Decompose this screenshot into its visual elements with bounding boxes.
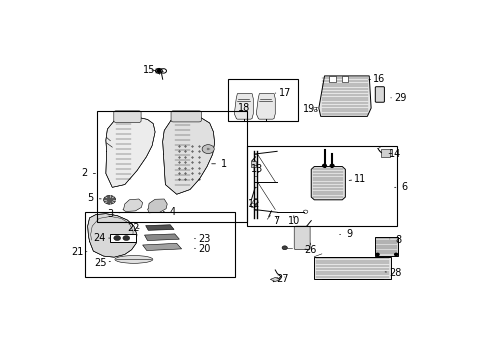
Polygon shape: [144, 234, 179, 240]
Text: 20: 20: [194, 244, 210, 254]
Text: 8: 8: [389, 235, 401, 245]
Text: 26: 26: [304, 245, 316, 255]
Circle shape: [202, 145, 214, 153]
Bar: [85, 212, 235, 276]
Text: 5: 5: [87, 193, 101, 203]
Text: 27: 27: [276, 274, 288, 284]
Text: 10: 10: [287, 216, 299, 226]
Text: 6: 6: [394, 183, 407, 192]
Bar: [374, 237, 398, 256]
Bar: [97, 111, 246, 222]
Polygon shape: [122, 199, 142, 211]
Text: 17: 17: [275, 88, 290, 98]
Bar: [227, 79, 297, 121]
Text: 21: 21: [71, 247, 87, 257]
FancyBboxPatch shape: [374, 87, 384, 102]
Circle shape: [375, 253, 378, 256]
Polygon shape: [145, 225, 174, 230]
Text: 28: 28: [385, 268, 401, 278]
Bar: [381, 149, 389, 157]
Bar: [341, 76, 347, 82]
Text: 13: 13: [250, 164, 263, 174]
Text: 19: 19: [302, 104, 314, 114]
Polygon shape: [234, 94, 253, 119]
Circle shape: [103, 195, 116, 204]
Polygon shape: [318, 76, 370, 116]
Text: 7: 7: [273, 216, 279, 226]
Text: 16: 16: [368, 74, 385, 84]
Polygon shape: [311, 167, 345, 200]
Circle shape: [157, 69, 161, 72]
Bar: [250, 161, 256, 167]
Text: 12: 12: [248, 199, 260, 209]
Bar: [329, 76, 335, 82]
Text: 14: 14: [387, 149, 400, 158]
Text: 25: 25: [94, 258, 110, 268]
Circle shape: [122, 235, 129, 240]
Text: 22: 22: [127, 222, 140, 233]
Text: 3: 3: [107, 209, 121, 219]
Circle shape: [394, 253, 397, 256]
Bar: [246, 146, 396, 226]
Text: 18: 18: [238, 103, 250, 113]
Polygon shape: [142, 243, 181, 251]
Polygon shape: [270, 278, 280, 282]
Text: 2: 2: [81, 168, 95, 179]
Polygon shape: [163, 116, 214, 194]
Text: 11: 11: [348, 174, 366, 184]
Text: 23: 23: [194, 234, 210, 244]
Bar: [109, 234, 136, 242]
Text: 15: 15: [142, 64, 155, 75]
Ellipse shape: [115, 256, 153, 263]
Circle shape: [282, 246, 287, 250]
Circle shape: [322, 164, 326, 167]
FancyBboxPatch shape: [294, 226, 309, 250]
Bar: [314, 257, 390, 279]
Circle shape: [329, 164, 333, 167]
Text: 9: 9: [339, 229, 351, 239]
Polygon shape: [256, 94, 275, 119]
Polygon shape: [87, 214, 137, 257]
Polygon shape: [105, 117, 155, 187]
FancyBboxPatch shape: [114, 111, 141, 122]
Polygon shape: [147, 199, 167, 213]
FancyBboxPatch shape: [171, 111, 201, 122]
Text: 4: 4: [163, 207, 176, 217]
Text: 29: 29: [390, 93, 406, 103]
Text: 24: 24: [93, 233, 109, 243]
Text: 1: 1: [211, 159, 227, 169]
Circle shape: [114, 235, 121, 240]
